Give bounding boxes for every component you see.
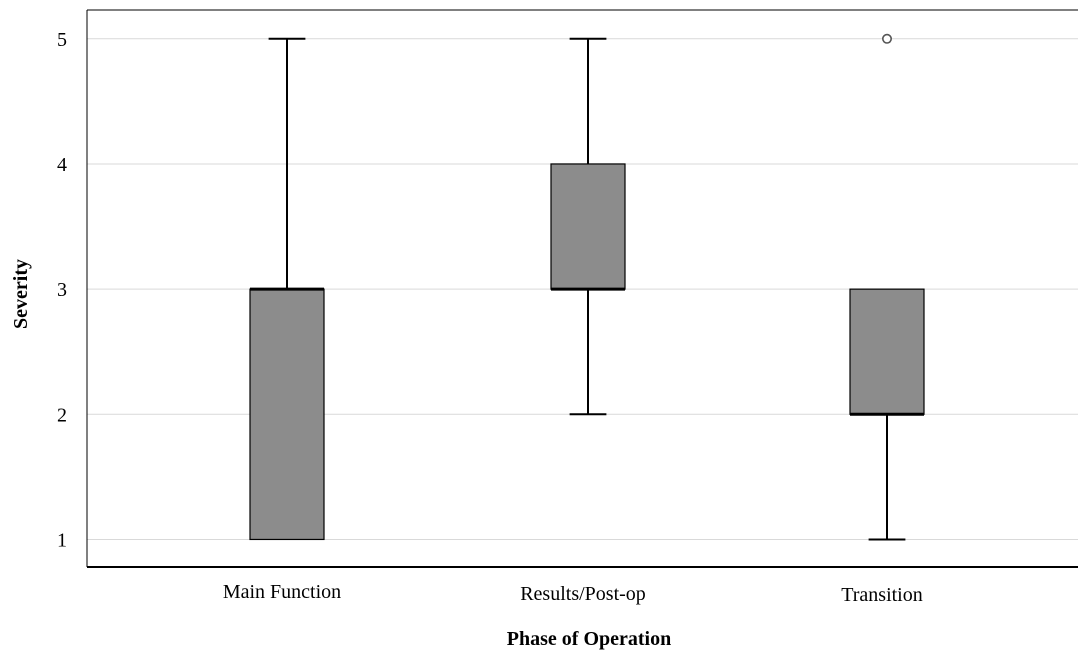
y-axis-title: Severity — [10, 259, 32, 329]
x-tick-label: Results/Post-op — [520, 583, 646, 605]
boxes-layer — [249, 33, 925, 541]
box-iqr — [550, 163, 626, 290]
x-axis-title: Phase of Operation — [507, 628, 671, 650]
box-group — [849, 33, 925, 541]
outlier-point — [881, 33, 892, 44]
y-tick-label: 1 — [57, 529, 67, 551]
y-tick-labels: 1 2 3 4 5 — [57, 29, 67, 552]
x-tick-label: Main Function — [223, 581, 341, 603]
plot-frame — [86, 9, 1078, 568]
x-tick-labels: Main Function Results/Post-op Transition — [223, 581, 923, 606]
y-tick-label: 2 — [57, 404, 67, 426]
box-group — [249, 37, 325, 541]
x-tick-label: Transition — [841, 584, 923, 606]
y-tick-label: 5 — [57, 29, 67, 51]
box-iqr — [249, 288, 325, 541]
box-group — [550, 37, 626, 416]
y-tick-label: 4 — [57, 154, 67, 176]
box-iqr — [849, 288, 925, 415]
y-tick-label: 3 — [57, 279, 67, 301]
